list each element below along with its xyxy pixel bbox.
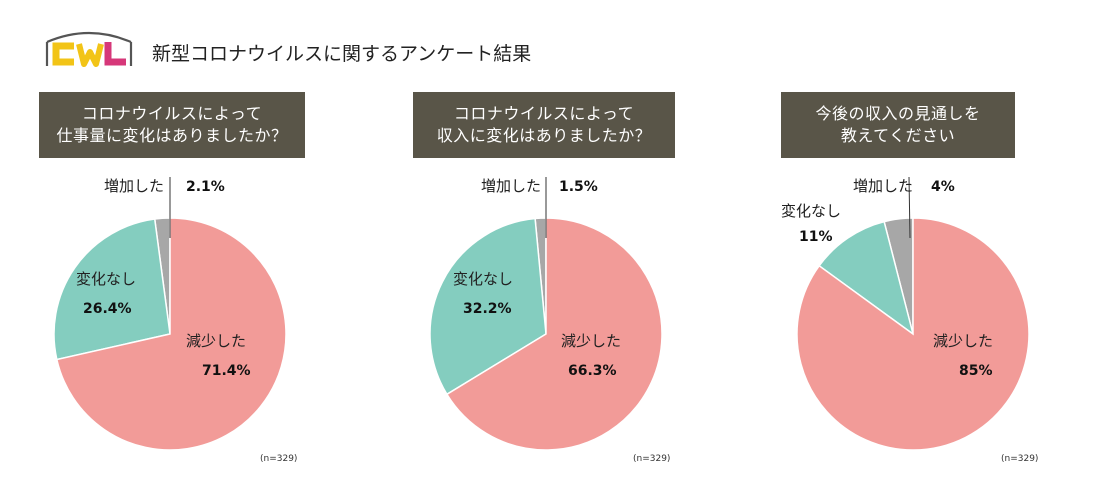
question-line-1: 今後の収入の見通しを — [815, 104, 981, 123]
cwl-logo — [45, 31, 133, 67]
question-line-1: コロナウイルスによって — [81, 104, 263, 123]
slice-decrease — [55, 217, 287, 451]
question-line-2: 仕事量に変化はありましたか？ — [56, 126, 288, 145]
value-increase: 2.1% — [186, 179, 225, 195]
chart-panel-work: コロナウイルスによって 仕事量に変化はありましたか？ 増加した 2.1% 変化な… — [38, 92, 408, 472]
sample-size-note: (n=329) — [633, 454, 671, 464]
label-no-change: 変化なし — [781, 202, 842, 220]
sample-size-note: (n=329) — [1001, 454, 1039, 464]
value-no-change: 32.2% — [463, 301, 512, 317]
pie-chart — [429, 177, 663, 451]
sample-size-note: (n=329) — [260, 454, 298, 464]
pie-chart — [796, 176, 1030, 451]
chart-panel-outlook: 今後の収入の見通しを 教えてください 増加した 4% 変化なし 11% 減少した… — [781, 92, 1100, 472]
slice-no-change — [53, 218, 171, 361]
pie-chart — [53, 177, 287, 451]
value-decrease: 85% — [959, 363, 993, 379]
leader-line — [908, 176, 911, 239]
label-increase: 増加した — [481, 177, 542, 195]
question-line-1: コロナウイルスによって — [453, 104, 635, 123]
slice-no-change — [429, 217, 547, 396]
value-no-change: 11% — [799, 229, 833, 245]
label-no-change: 変化なし — [453, 270, 514, 288]
question-line-2: 教えてください — [840, 126, 956, 145]
label-no-change: 変化なし — [76, 270, 137, 288]
label-decrease: 減少した — [561, 332, 622, 350]
question-box: コロナウイルスによって 仕事量に変化はありましたか？ — [39, 92, 305, 158]
label-decrease: 減少した — [186, 332, 247, 350]
question-line-2: 収入に変化はありましたか？ — [436, 126, 652, 145]
label-decrease: 減少した — [933, 332, 994, 350]
value-no-change: 26.4% — [83, 301, 132, 317]
question-box: コロナウイルスによって 収入に変化はありましたか？ — [413, 92, 675, 158]
slice-decrease — [445, 217, 663, 451]
value-increase: 1.5% — [559, 179, 598, 195]
label-increase: 増加した — [104, 177, 165, 195]
page-title: 新型コロナウイルスに関するアンケート結果 — [152, 43, 532, 65]
value-decrease: 66.3% — [568, 363, 617, 379]
value-increase: 4% — [931, 179, 955, 195]
chart-panel-income: コロナウイルスによって 収入に変化はありましたか？ 増加した 1.5% 変化なし… — [413, 92, 783, 472]
slice-decrease — [796, 217, 1030, 451]
label-increase: 増加した — [853, 177, 914, 195]
value-decrease: 71.4% — [202, 363, 251, 379]
question-box: 今後の収入の見通しを 教えてください — [781, 92, 1015, 158]
slice-no-change — [818, 220, 915, 336]
